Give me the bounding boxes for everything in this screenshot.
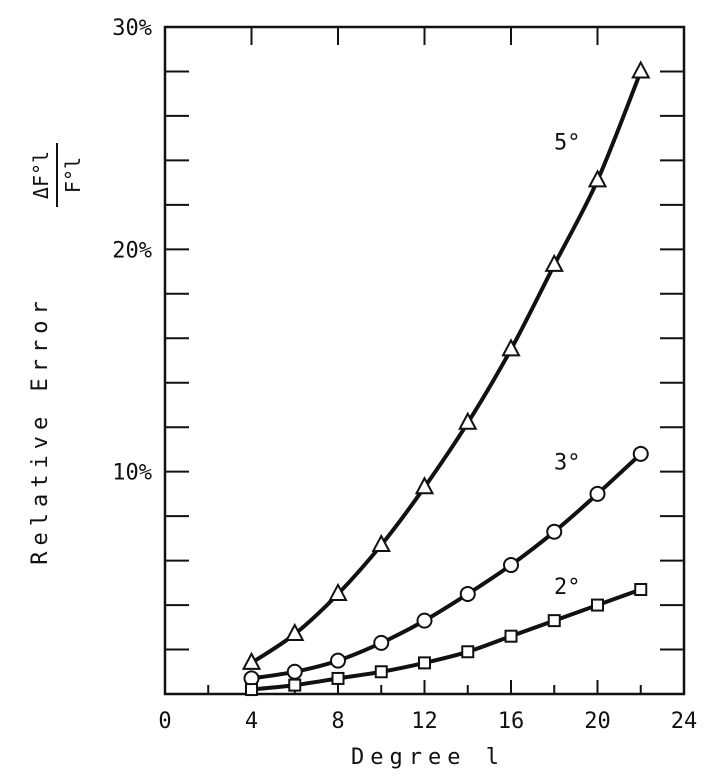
square-point (547, 614, 561, 628)
triangle-point (544, 253, 564, 272)
series-labels: 5° 3° 2° (554, 130, 581, 600)
circle-point (632, 445, 649, 462)
square-point (374, 665, 388, 679)
x-tick-label: 16 (498, 709, 525, 734)
series-line (250, 70, 643, 665)
x-tick-label: 20 (584, 709, 611, 734)
square-point (461, 645, 475, 659)
square-point (245, 683, 258, 697)
series-label: 2° (554, 575, 581, 600)
x-tick-label: 8 (331, 709, 344, 734)
series-markers (241, 60, 651, 697)
y-axis-title: Relative Error (28, 295, 53, 564)
y-tick-label: 20% (112, 238, 152, 263)
triangle-point (587, 169, 608, 188)
tick-labels: 0 4 8 12 16 20 24 10% 20% 30% (112, 16, 697, 734)
plot-frame (163, 25, 686, 696)
series-curves (250, 70, 643, 692)
axis-ticks (165, 27, 684, 694)
circle-point (503, 557, 519, 574)
circle-point (459, 585, 476, 602)
x-tick-label: 0 (158, 709, 171, 734)
circle-point (373, 634, 390, 651)
square-point (591, 598, 604, 612)
triangle-point (328, 582, 348, 601)
series-line (251, 452, 643, 681)
y-tick-label: 30% (112, 16, 152, 41)
circle-point (416, 612, 433, 629)
x-axis-title: Degree l (351, 745, 505, 770)
square-point (418, 656, 431, 670)
y-axis-fraction: ΔF°l F°l (29, 143, 85, 207)
triangle-point (285, 622, 305, 641)
fraction-denominator: F°l (61, 157, 85, 193)
series-line (251, 587, 642, 692)
fraction-numerator: ΔF°l (29, 151, 53, 199)
triangle-point (501, 338, 521, 357)
square-point (634, 583, 648, 597)
triangle-point (371, 533, 391, 553)
x-tick-label: 4 (245, 709, 258, 734)
series-label: 3° (554, 450, 581, 475)
y-tick-label: 10% (112, 461, 152, 486)
circle-point (330, 652, 346, 669)
square-point (288, 678, 302, 692)
x-tick-label: 24 (671, 709, 698, 734)
triangle-point (458, 411, 478, 430)
triangle-point (631, 60, 651, 79)
triangle-point (241, 651, 262, 670)
series-label: 5° (554, 130, 581, 155)
triangle-point (414, 476, 435, 495)
circle-point (589, 485, 606, 502)
square-point (331, 671, 345, 685)
circle-point (286, 663, 303, 680)
x-tick-label: 12 (411, 709, 438, 734)
circle-point (546, 523, 563, 540)
square-point (504, 629, 518, 643)
